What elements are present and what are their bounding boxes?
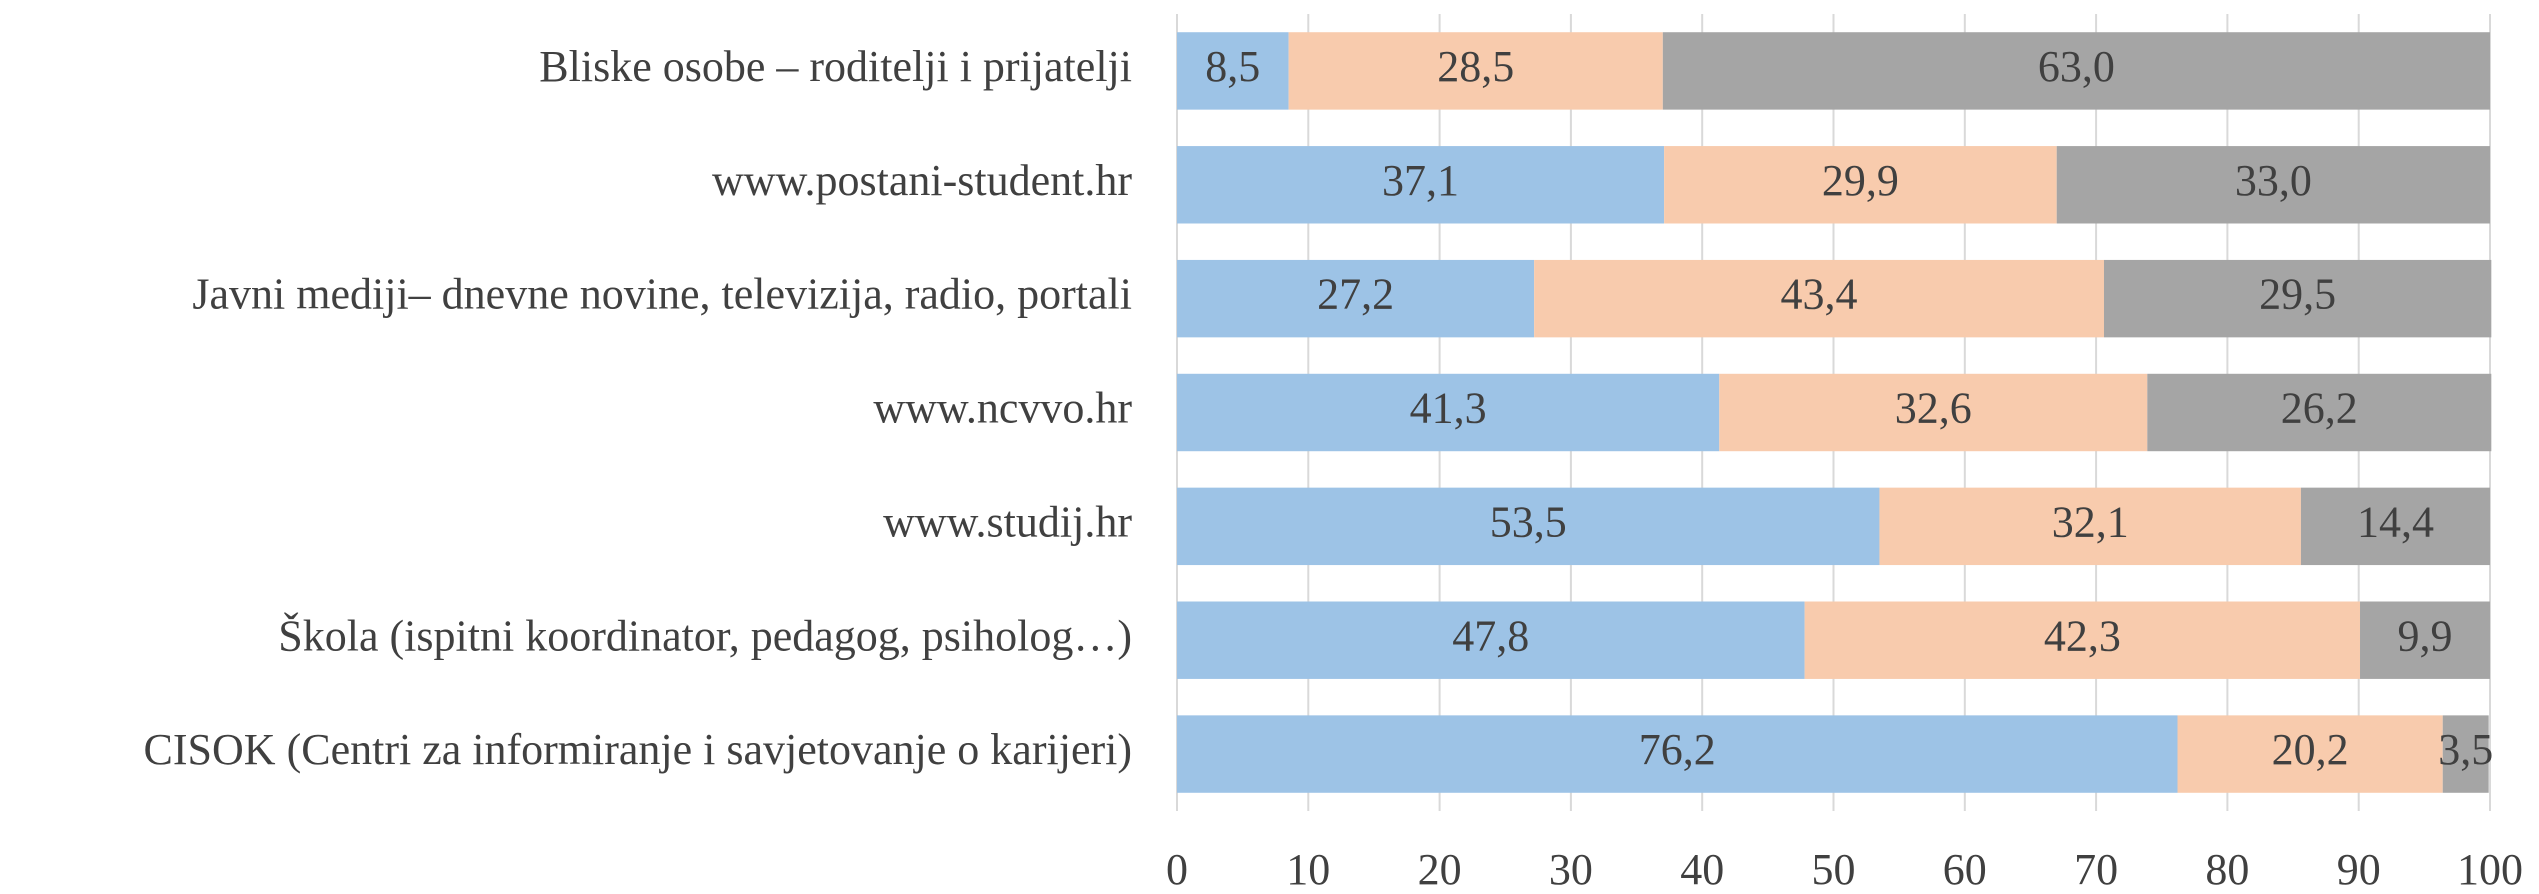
y-tick-label: Škola (ispitni koordinator, pedagog, psi…	[278, 611, 1132, 660]
x-tick-label: 20	[1418, 845, 1462, 894]
data-label: 27,2	[1317, 270, 1394, 319]
data-label: 29,5	[2259, 270, 2336, 319]
bar-segment	[2177, 715, 2443, 793]
data-label: 32,6	[1895, 384, 1972, 433]
x-tick-label: 100	[2457, 845, 2523, 894]
data-label: 33,0	[2235, 156, 2312, 205]
bar-segment	[2442, 715, 2489, 793]
y-tick-label: www.ncvvo.hr	[873, 384, 1132, 433]
data-label: 43,4	[1781, 270, 1858, 319]
data-label: 8,5	[1205, 42, 1260, 91]
bar-segment	[2300, 487, 2490, 566]
data-label: 26,2	[2281, 384, 2358, 433]
x-tick-label: 70	[2074, 845, 2118, 894]
x-tick-label: 40	[1680, 845, 1724, 894]
bar-segment	[1719, 373, 2148, 452]
data-label: 14,4	[2357, 497, 2434, 546]
data-label: 9,9	[2398, 611, 2453, 660]
data-label: 37,1	[1382, 156, 1459, 205]
bar-segment	[1177, 715, 2178, 793]
data-label: 63,0	[2038, 42, 2115, 91]
x-tick-label: 0	[1166, 845, 1188, 894]
data-label: 42,3	[2044, 611, 2121, 660]
data-label: 20,2	[2272, 725, 2349, 774]
x-tick-label: 50	[1812, 845, 1856, 894]
data-label: 32,1	[2052, 497, 2129, 546]
x-tick-label: 60	[1943, 845, 1987, 894]
y-tick-label: Bliske osobe – roditelji i prijatelji	[539, 42, 1132, 91]
bar-segment	[1177, 146, 1665, 224]
y-tick-label: CISOK (Centri za informiranje i savjetov…	[144, 725, 1132, 774]
bar-segment	[1177, 32, 1289, 110]
bar-segment	[2056, 146, 2490, 224]
data-label: 76,2	[1639, 725, 1716, 774]
data-label: 3,5	[2438, 725, 2493, 774]
data-label: 29,9	[1822, 156, 1899, 205]
bar-segment	[1177, 259, 1535, 338]
bar-segment	[2147, 373, 2492, 452]
x-tick-label: 30	[1549, 845, 1593, 894]
x-tick-label: 90	[2337, 845, 2381, 894]
bar-segment	[1534, 259, 2104, 338]
data-label: 41,3	[1410, 384, 1487, 433]
data-label: 53,5	[1490, 497, 1567, 546]
y-tick-label: www.studij.hr	[883, 497, 1132, 546]
y-tick-label: www.postani-student.hr	[712, 156, 1132, 205]
bar-segment	[1804, 601, 2361, 679]
bar-segment	[1177, 373, 1720, 452]
bar-segment	[1664, 146, 2057, 224]
bar-segment	[1177, 487, 1880, 566]
data-label: 47,8	[1452, 611, 1529, 660]
bar-segment	[1177, 601, 1805, 679]
bar-segment	[2103, 259, 2492, 338]
bar-segment	[2360, 601, 2490, 679]
bar-segment	[1288, 32, 1663, 110]
x-tick-label: 80	[2205, 845, 2249, 894]
y-tick-label: Javni mediji– dnevne novine, televizija,…	[192, 270, 1132, 319]
bar-segment	[1662, 32, 2490, 110]
x-tick-label: 10	[1286, 845, 1330, 894]
bar-segment	[1879, 487, 2301, 566]
data-label: 28,5	[1437, 42, 1514, 91]
